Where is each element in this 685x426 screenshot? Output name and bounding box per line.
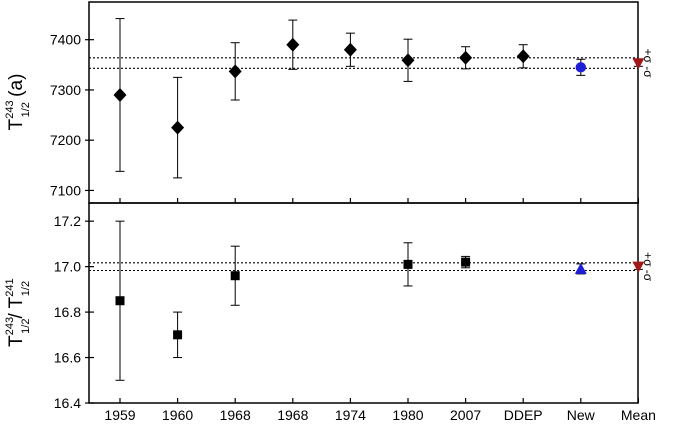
- bottom-data-point: [173, 330, 183, 340]
- bottom-y-axis-title: T243 1/2/ T241 1/2: [4, 278, 32, 346]
- top-data-point: [632, 58, 645, 70]
- top-y-tick-label: 7400: [50, 32, 81, 48]
- top-data-point: [113, 87, 127, 102]
- x-tick-label: 1968: [220, 407, 251, 423]
- top-y-tick-label: 7200: [50, 132, 81, 148]
- bottom-y-tick-label: 17.0: [54, 259, 81, 275]
- x-tick-label: 2007: [450, 407, 481, 423]
- top-data-point: [575, 62, 586, 73]
- y-axis-titles: T243 1/2 (a) T243 1/2/ T241 1/2: [4, 74, 32, 347]
- top-plot-frame: [88, 1, 639, 204]
- x-tick-label: Mean: [621, 407, 656, 423]
- x-axis-tick-labels: 1959 1960 1968 1968 1974 1980 2007 DDEP New Mean: [104, 407, 655, 423]
- x-tick-label: 1974: [335, 407, 366, 423]
- bottom-panel: 16.4 16.6 16.8 17.0 17.2 +σ -σ: [54, 202, 655, 411]
- top-data-point: [343, 42, 357, 57]
- top-data-point: [171, 120, 185, 135]
- top-panel: 7100 7200 7300 7400 +σ -σ: [50, 1, 655, 204]
- bottom-data-point: [230, 271, 240, 281]
- bottom-y-tick-label: 16.6: [54, 350, 81, 366]
- bottom-y-tick-label: 16.8: [54, 304, 81, 320]
- top-data-point: [516, 49, 530, 64]
- bottom-data-point: [115, 296, 125, 306]
- top-data-point: [459, 50, 473, 65]
- bottom-data-point: [461, 257, 471, 267]
- x-tick-label: 1959: [104, 407, 135, 423]
- x-tick-label: New: [567, 407, 596, 423]
- x-tick-label: 1960: [162, 407, 193, 423]
- bottom-y-tick-label: 17.2: [54, 213, 81, 229]
- x-tick-label: DDEP: [504, 407, 543, 423]
- top-y-axis-title: T243 1/2 (a): [4, 74, 32, 131]
- bottom-plot-frame: [88, 202, 639, 404]
- top-data-point: [401, 53, 415, 68]
- bottom-data-point: [403, 259, 413, 269]
- top-data-point: [286, 37, 300, 52]
- top-data-point: [228, 64, 242, 79]
- bottom-data-point: [574, 262, 587, 274]
- bottom-sigma-label: +σ -σ: [641, 252, 655, 282]
- bottom-data-point: [632, 261, 645, 273]
- top-sigma-label: +σ -σ: [641, 48, 655, 78]
- bottom-y-tick-label: 16.4: [54, 395, 81, 411]
- x-tick-label: 1980: [392, 407, 423, 423]
- top-y-tick-label: 7300: [50, 82, 81, 98]
- top-y-tick-label: 7100: [50, 182, 81, 198]
- x-tick-label: 1968: [277, 407, 308, 423]
